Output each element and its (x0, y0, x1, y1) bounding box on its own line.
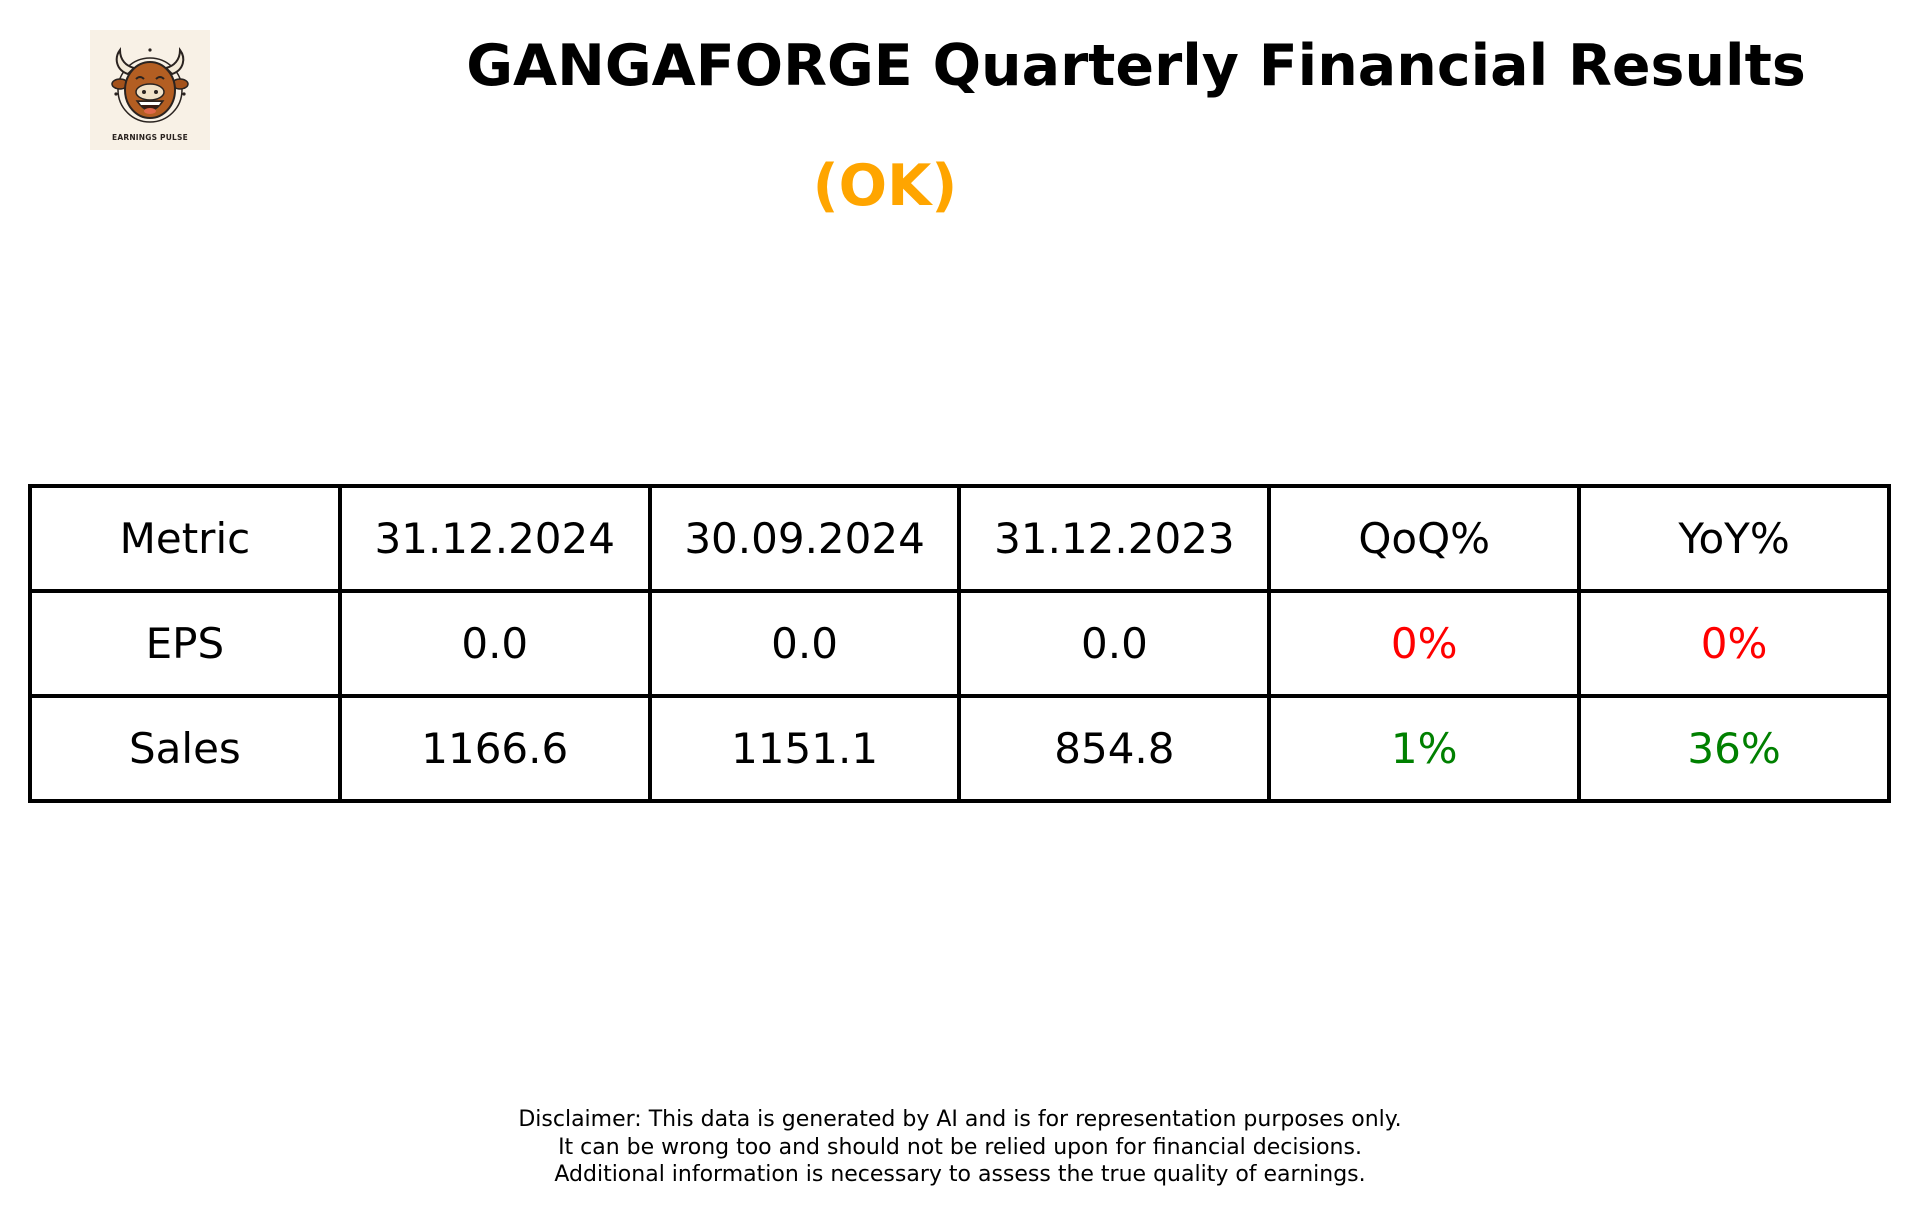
earnings-pulse-logo: EARNINGS PULSE (90, 30, 210, 150)
results-table: Metric 31.12.2024 30.09.2024 31.12.2023 … (28, 484, 1891, 803)
column-header-year-ago-quarter: 31.12.2023 (957, 484, 1272, 593)
metric-name-cell: EPS (28, 589, 342, 698)
table-header-row: Metric 31.12.2024 30.09.2024 31.12.2023 … (28, 484, 1891, 593)
qoq-change-cell: 0% (1267, 589, 1582, 698)
qoq-change-cell: 1% (1267, 694, 1582, 803)
logo-label: EARNINGS PULSE (112, 133, 188, 142)
column-header-yoy: YoY% (1577, 484, 1891, 593)
column-header-previous-quarter: 30.09.2024 (647, 484, 962, 593)
page-title: GANGAFORGE Quarterly Financial Results (466, 33, 1806, 99)
value-cell: 0.0 (647, 589, 962, 698)
disclaimer-line: Additional information is necessary to a… (554, 1162, 1366, 1187)
value-cell: 1151.1 (647, 694, 962, 803)
disclaimer-line: Disclaimer: This data is generated by AI… (518, 1107, 1402, 1132)
value-cell: 0.0 (957, 589, 1272, 698)
yoy-change-cell: 36% (1577, 694, 1891, 803)
bull-mascot-icon (111, 46, 189, 123)
value-cell: 854.8 (957, 694, 1272, 803)
disclaimer: Disclaimer: This data is generated by AI… (360, 1106, 1560, 1189)
column-header-metric: Metric (28, 484, 342, 593)
column-header-current-quarter: 31.12.2024 (337, 484, 652, 593)
status-badge: (OK) (812, 153, 958, 219)
table-row: Sales 1166.6 1151.1 854.8 1% 36% (28, 694, 1891, 803)
value-cell: 1166.6 (337, 694, 652, 803)
value-cell: 0.0 (337, 589, 652, 698)
column-header-qoq: QoQ% (1267, 484, 1582, 593)
table-row: EPS 0.0 0.0 0.0 0% 0% (28, 589, 1891, 698)
disclaimer-line: It can be wrong too and should not be re… (558, 1134, 1362, 1160)
yoy-change-cell: 0% (1577, 589, 1891, 698)
metric-name-cell: Sales (28, 694, 342, 803)
